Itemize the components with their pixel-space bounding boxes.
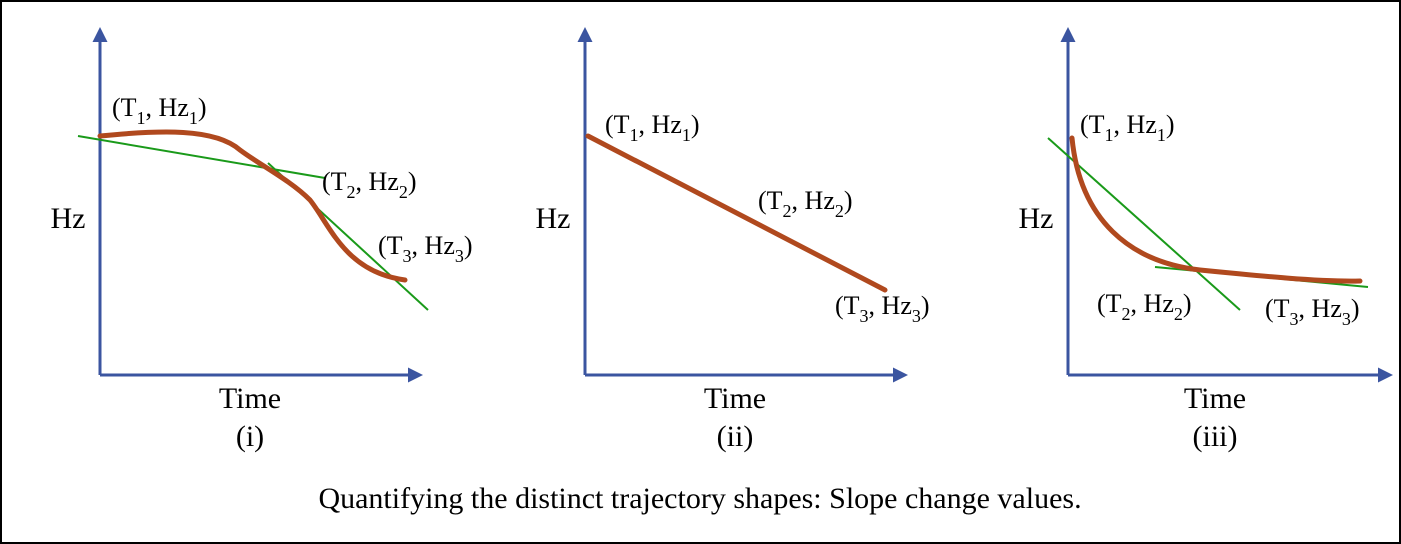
label-part: ): [844, 186, 853, 215]
label-part: (T: [1097, 289, 1122, 318]
point-label: (T2, Hz2): [758, 186, 853, 221]
label-part: , Hz: [1131, 289, 1174, 318]
subscript: 2: [783, 201, 792, 221]
label-part: ): [198, 93, 207, 122]
subscript: 2: [347, 182, 356, 202]
label-part: (T: [605, 110, 630, 139]
label-part: (T: [758, 186, 783, 215]
subscript: 2: [1122, 304, 1131, 324]
label-part: (T: [835, 291, 860, 320]
tangent: [1047, 137, 1241, 311]
y-label: Hz: [1019, 202, 1054, 235]
subscript: 1: [682, 125, 691, 145]
subscript: 3: [1290, 309, 1299, 329]
subscript: 1: [189, 108, 198, 128]
label-part: (T: [378, 231, 403, 260]
point-label: (T3, Hz3): [378, 231, 473, 266]
subscript: 3: [403, 246, 412, 266]
label-part: , Hz: [639, 110, 682, 139]
label-part: (T: [322, 167, 347, 196]
point-label: (T2, Hz2): [322, 167, 417, 202]
label-part: (T: [1080, 110, 1105, 139]
subscript: 1: [137, 108, 146, 128]
point-label: (T2, Hz2): [1097, 289, 1192, 324]
label-part: (T: [1265, 294, 1290, 323]
label-part: , Hz: [412, 231, 455, 260]
label-part: ): [1166, 110, 1175, 139]
subscript: 2: [1174, 304, 1183, 324]
subscript: 1: [1105, 125, 1114, 145]
subscript: 3: [860, 306, 869, 326]
point-label: (T1, Hz1): [112, 93, 207, 128]
panel-numeral: (ii): [717, 420, 754, 453]
label-part: ): [921, 291, 930, 320]
point-label: (T1, Hz1): [605, 110, 700, 145]
label-part: , Hz: [356, 167, 399, 196]
caption: Quantifying the distinct trajectory shap…: [318, 482, 1081, 515]
subscript: 2: [399, 182, 408, 202]
label-part: , Hz: [146, 93, 189, 122]
subscript: 3: [1342, 309, 1351, 329]
label-part: , Hz: [869, 291, 912, 320]
label-part: (T: [112, 93, 137, 122]
point-label: (T1, Hz1): [1080, 110, 1175, 145]
subscript: 3: [912, 306, 921, 326]
subscript: 2: [835, 201, 844, 221]
panel-numeral: (i): [236, 420, 264, 453]
label-part: , Hz: [1299, 294, 1342, 323]
trajectory: [1069, 135, 1363, 284]
x-label: Time: [1184, 382, 1246, 415]
tangent: [77, 135, 326, 179]
y-label: Hz: [536, 202, 571, 235]
label-part: ): [408, 167, 417, 196]
label-part: ): [1351, 294, 1360, 323]
x-label: Time: [219, 382, 281, 415]
label-part: ): [1183, 289, 1192, 318]
trajectory: [97, 129, 408, 283]
label-part: ): [464, 231, 473, 260]
point-label: (T3, Hz3): [835, 291, 930, 326]
label-part: ): [691, 110, 700, 139]
panel-numeral: (iii): [1193, 420, 1238, 453]
label-part: , Hz: [1114, 110, 1157, 139]
x-label: Time: [704, 382, 766, 415]
subscript: 1: [1157, 125, 1166, 145]
label-part: , Hz: [792, 186, 835, 215]
trajectory: [585, 133, 888, 293]
point-label: (T3, Hz3): [1265, 294, 1360, 329]
subscript: 3: [455, 246, 464, 266]
subscript: 1: [630, 125, 639, 145]
y-label: Hz: [51, 202, 86, 235]
